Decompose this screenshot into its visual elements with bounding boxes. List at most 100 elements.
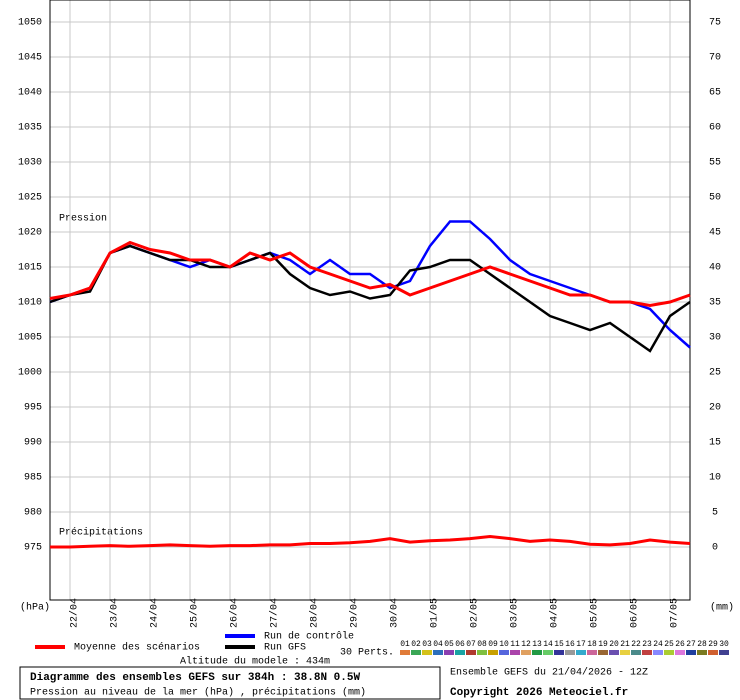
- legend-label: Run de contrôle: [264, 631, 354, 643]
- series-line: [49, 244, 691, 353]
- altitude: Altitude du modele : 434m: [180, 656, 330, 668]
- y-tick-label: 990: [24, 438, 42, 449]
- perturbation-label: 26: [675, 640, 685, 649]
- perturbation-swatch: [642, 650, 652, 655]
- perturbation-label: 29: [708, 640, 718, 649]
- x-tick-label: 23/04: [109, 598, 121, 628]
- perturbation-label: 12: [521, 640, 531, 649]
- y2-tick-label: 5: [712, 508, 718, 519]
- perturbation-label: 14: [543, 640, 553, 649]
- series-line: [50, 534, 691, 549]
- y-tick-label: 1050: [18, 18, 42, 29]
- perturbation-label: 25: [664, 640, 674, 649]
- chart-subtitle: Pression au niveau de la mer (hPa) , pré…: [30, 687, 366, 699]
- perturbation-swatch: [598, 650, 608, 655]
- y-tick-label: 1025: [18, 193, 42, 204]
- perturbation-swatch: [499, 650, 509, 655]
- perturbation-swatch: [609, 650, 619, 655]
- x-tick-label: 24/04: [149, 598, 161, 628]
- perturbation-swatch: [697, 650, 707, 655]
- y2-tick-label: 25: [709, 368, 721, 379]
- perturbation-label: 30: [719, 640, 729, 649]
- perturbation-label: 04: [433, 640, 443, 649]
- y2-tick-label: 35: [709, 298, 721, 309]
- x-tick-label: 06/05: [629, 598, 641, 628]
- x-tick-label: 05/05: [589, 598, 601, 628]
- perturbation-label: 28: [697, 640, 707, 649]
- y-tick-label: 985: [24, 473, 42, 484]
- perturbation-label: 13: [532, 640, 542, 649]
- y-tick-label: 1015: [18, 263, 42, 274]
- perturbation-swatch: [422, 650, 432, 655]
- y2-tick-label: 40: [709, 263, 721, 274]
- perturbation-label: 01: [400, 640, 410, 649]
- perturbation-label: 07: [466, 640, 476, 649]
- perturbation-swatch: [653, 650, 663, 655]
- y-tick-label: 1035: [18, 123, 42, 134]
- perturbation-label: 11: [510, 640, 520, 649]
- perturbation-swatch: [576, 650, 586, 655]
- y2-tick-label: 20: [709, 403, 721, 414]
- y2-tick-label: 15: [709, 438, 721, 449]
- x-tick-label: 27/04: [269, 598, 281, 628]
- y2-tick-label: 70: [709, 53, 721, 64]
- y-tick-label: 1010: [18, 298, 42, 309]
- perturbation-swatch: [455, 650, 465, 655]
- perturbation-label: 17: [576, 640, 586, 649]
- y-tick-label: 1040: [18, 88, 42, 99]
- y2-tick-label: 55: [709, 158, 721, 169]
- series-line: [49, 240, 691, 308]
- perturbation-label: 19: [598, 640, 608, 649]
- perturbation-swatch: [554, 650, 564, 655]
- perturbation-label: 06: [455, 640, 465, 649]
- perturbation-label: 02: [411, 640, 421, 649]
- x-tick-label: 26/04: [229, 598, 241, 628]
- y-tick-label: 1020: [18, 228, 42, 239]
- perturbation-label: 21: [620, 640, 630, 649]
- perturbation-label: 16: [565, 640, 575, 649]
- perturbation-label: 03: [422, 640, 432, 649]
- perturbation-swatch: [719, 650, 729, 655]
- perturbation-swatch: [587, 650, 597, 655]
- perturbation-label: 05: [444, 640, 454, 649]
- y2-tick-label: 65: [709, 88, 721, 99]
- perturbation-label: 22: [631, 640, 641, 649]
- perturbation-swatch: [433, 650, 443, 655]
- annotation: Précipitations: [59, 527, 143, 539]
- chart-title: Diagramme des ensembles GEFS sur 384h : …: [30, 672, 360, 684]
- y2-tick-label: 30: [709, 333, 721, 344]
- perturbation-label: 08: [477, 640, 487, 649]
- perturbation-swatch: [444, 650, 454, 655]
- perturbation-swatch: [521, 650, 531, 655]
- x-tick-label: 29/04: [349, 598, 361, 628]
- perturbation-swatch: [543, 650, 553, 655]
- x-tick-label: 02/05: [469, 598, 481, 628]
- perturbation-swatch: [532, 650, 542, 655]
- y2-tick-label: 0: [712, 543, 718, 554]
- perturbation-label: 27: [686, 640, 696, 649]
- perturbation-swatch: [477, 650, 487, 655]
- y2-axis-label: (mm): [710, 602, 734, 614]
- y-axis-label: (hPa): [20, 602, 50, 614]
- x-tick-label: 28/04: [309, 598, 321, 628]
- x-tick-label: 25/04: [189, 598, 201, 628]
- y-tick-label: 980: [24, 508, 42, 519]
- y-tick-label: 1045: [18, 53, 42, 64]
- perturbation-swatch: [686, 650, 696, 655]
- plot-frame: [49, 0, 691, 601]
- x-tick-label: 01/05: [429, 598, 441, 628]
- perturbation-swatch: [400, 650, 410, 655]
- perturbation-swatch: [631, 650, 641, 655]
- run-label: Ensemble GEFS du 21/04/2026 - 12Z: [450, 667, 648, 679]
- annotation: Pression: [59, 213, 107, 225]
- x-tick-label: 04/05: [549, 598, 561, 628]
- perturbation-label: 20: [609, 640, 619, 649]
- perturbation-swatch: [620, 650, 630, 655]
- copyright: Copyright 2026 Meteociel.fr: [450, 687, 628, 699]
- x-tick-label: 07/05: [669, 598, 681, 628]
- perturbations-label: 30 Perts.: [340, 648, 394, 659]
- perturbation-swatch: [708, 650, 718, 655]
- perturbation-swatch: [411, 650, 421, 655]
- perturbation-swatch: [664, 650, 674, 655]
- y2-tick-label: 50: [709, 193, 721, 204]
